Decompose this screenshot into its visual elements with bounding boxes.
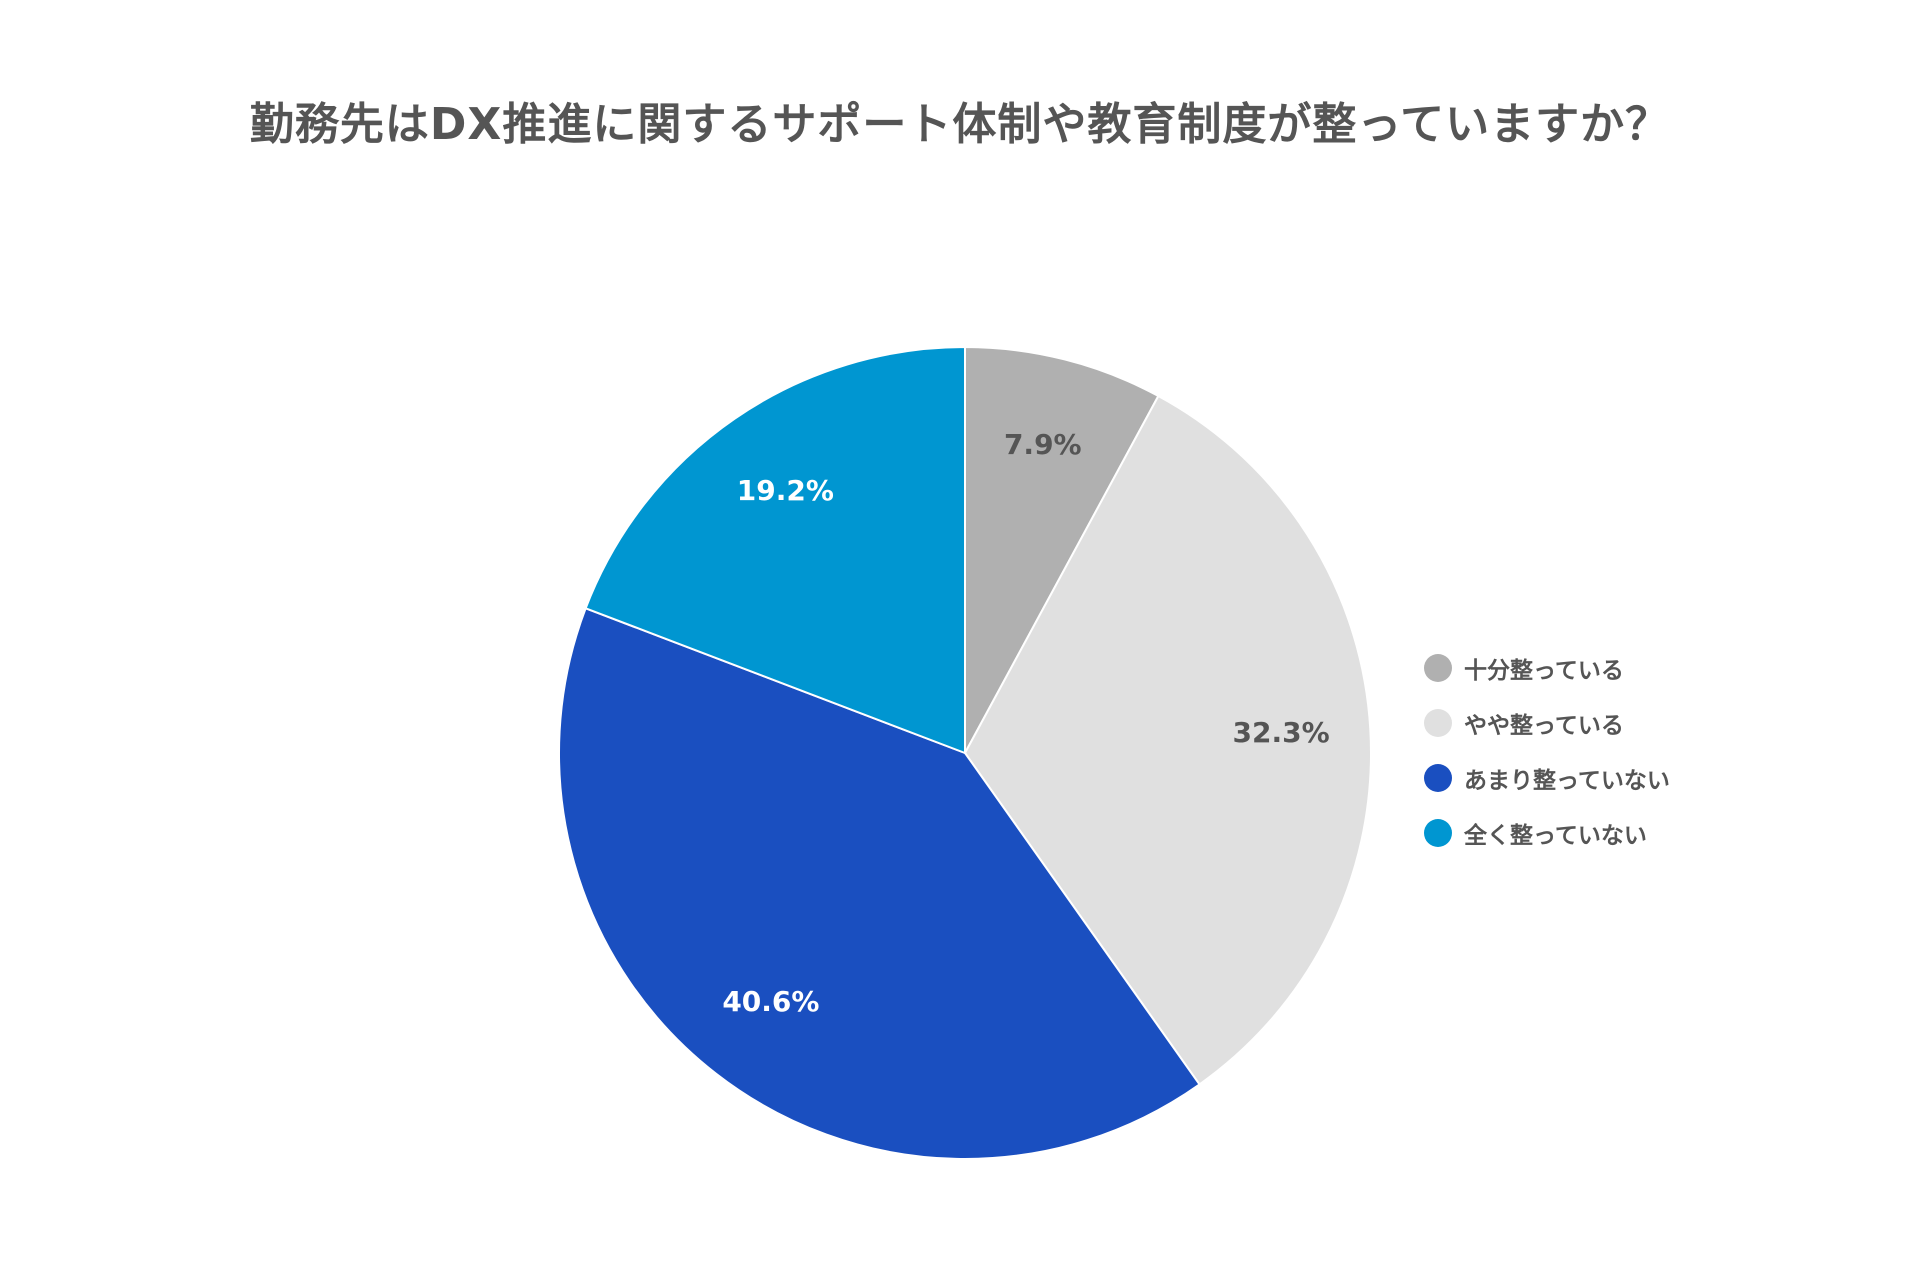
legend-label: 十分整っている xyxy=(1464,657,1624,684)
legend-item: やや整っている xyxy=(1424,695,1784,750)
pie-data-label: 32.3% xyxy=(1233,716,1330,749)
legend: 十分整っている やや整っている あまり整っていない 全く整っていない xyxy=(1424,640,1784,860)
pie-slice xyxy=(964,345,1160,754)
pie-slice xyxy=(558,607,1201,1160)
pie-data-label: 40.6% xyxy=(722,985,819,1018)
pie-data-label: 19.2% xyxy=(737,474,834,507)
legend-item: 十分整っている xyxy=(1424,640,1784,695)
legend-label: やや整っている xyxy=(1464,712,1624,739)
pie-data-label: 7.9% xyxy=(1004,428,1082,461)
legend-swatch xyxy=(1424,818,1452,847)
legend-label: 全く整っていない xyxy=(1464,822,1647,849)
chart-title: 勤務先はDX推進に関するサポート体制や教育制度が整っていますか？ xyxy=(249,99,1671,150)
legend-swatch xyxy=(1424,708,1452,737)
legend-swatch xyxy=(1424,653,1452,682)
pie-slice xyxy=(584,345,966,755)
legend-item: あまり整っていない xyxy=(1424,750,1784,805)
pie-slice xyxy=(963,394,1372,1086)
legend-label: あまり整っていない xyxy=(1464,767,1670,794)
legend-item: 全く整っていない xyxy=(1424,805,1784,860)
legend-swatch xyxy=(1424,763,1452,792)
